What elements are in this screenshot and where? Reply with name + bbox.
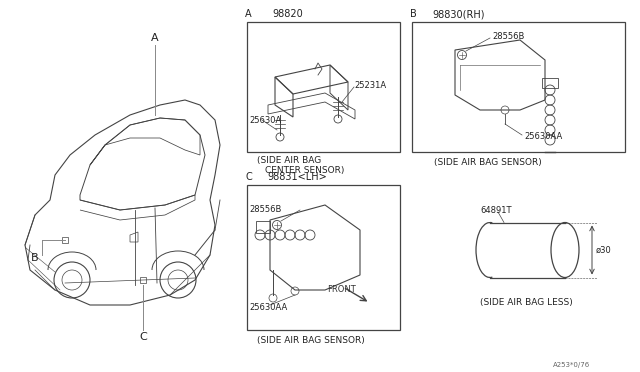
Text: FRONT: FRONT xyxy=(327,285,356,295)
Text: 28556B: 28556B xyxy=(249,205,282,214)
Text: C: C xyxy=(245,172,252,182)
Bar xyxy=(62,237,68,243)
Text: A: A xyxy=(245,9,252,19)
Bar xyxy=(140,277,146,283)
Bar xyxy=(542,78,558,88)
Text: 25630A: 25630A xyxy=(249,115,281,125)
Text: 98820: 98820 xyxy=(272,9,303,19)
Text: CENTER SENSOR): CENTER SENSOR) xyxy=(265,166,344,174)
Text: 98830(RH): 98830(RH) xyxy=(432,9,484,19)
Text: C: C xyxy=(139,332,147,342)
Text: A253*0/76: A253*0/76 xyxy=(553,362,590,368)
Text: B: B xyxy=(31,253,39,263)
Text: 64891T: 64891T xyxy=(480,205,511,215)
Text: (SIDE AIR BAG SENSOR): (SIDE AIR BAG SENSOR) xyxy=(434,157,541,167)
Text: A: A xyxy=(151,33,159,43)
Bar xyxy=(412,22,625,152)
Text: 25630AA: 25630AA xyxy=(524,131,563,141)
Text: 25231A: 25231A xyxy=(354,80,386,90)
Bar xyxy=(247,185,400,330)
Text: (SIDE AIR BAG LESS): (SIDE AIR BAG LESS) xyxy=(480,298,573,307)
Text: ø30: ø30 xyxy=(596,246,612,254)
Text: 25630AA: 25630AA xyxy=(249,302,287,311)
Text: (SIDE AIR BAG: (SIDE AIR BAG xyxy=(257,155,321,164)
Text: 98831<LH>: 98831<LH> xyxy=(267,172,327,182)
Bar xyxy=(256,221,270,233)
Text: (SIDE AIR BAG SENSOR): (SIDE AIR BAG SENSOR) xyxy=(257,336,365,344)
Bar xyxy=(247,22,400,152)
Text: B: B xyxy=(410,9,417,19)
Text: 28556B: 28556B xyxy=(492,32,524,41)
